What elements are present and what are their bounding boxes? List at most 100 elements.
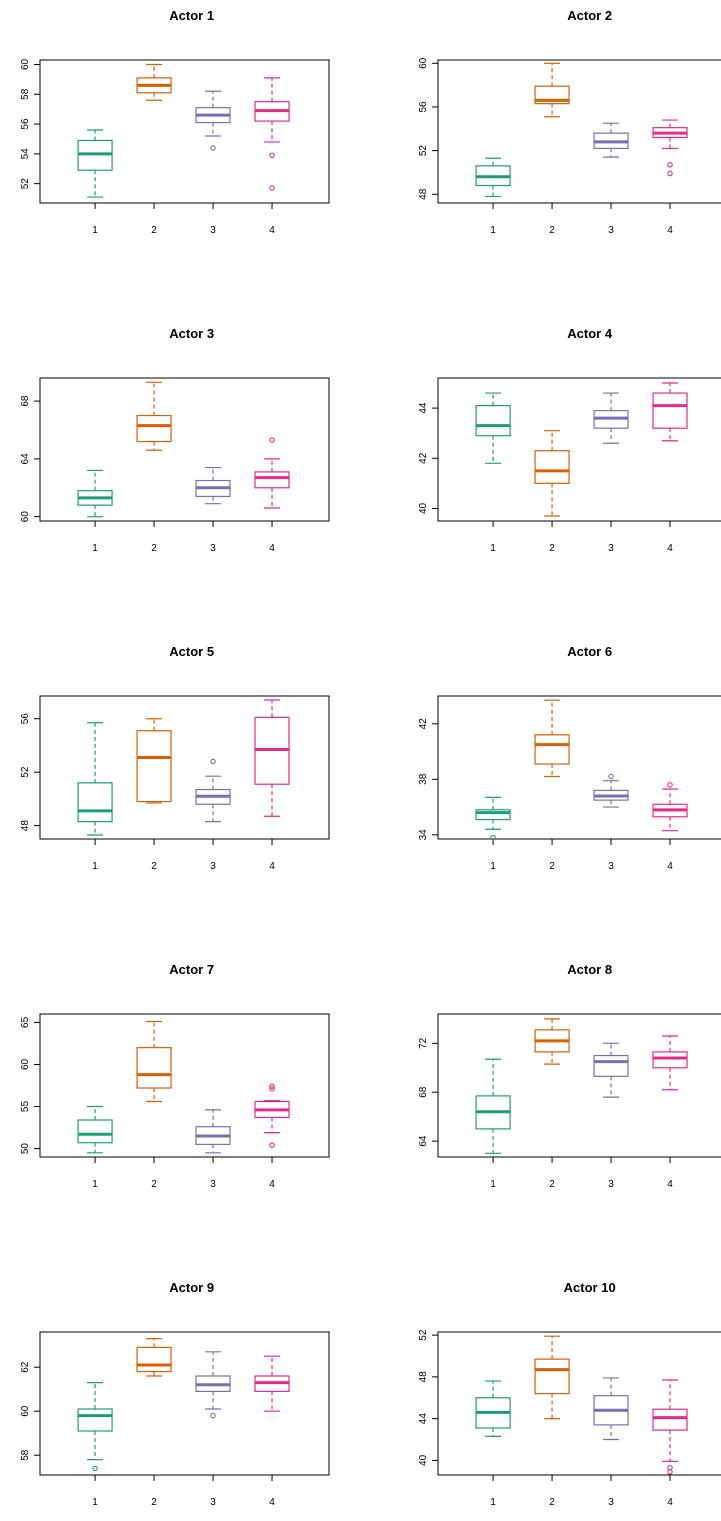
x-tick-label: 4 bbox=[667, 543, 673, 554]
boxplot-group bbox=[254, 437, 290, 509]
x-tick-label: 2 bbox=[151, 225, 157, 236]
x-tick-label: 4 bbox=[667, 1497, 673, 1508]
x-tick-label: 1 bbox=[490, 543, 496, 554]
x-tick-label: 3 bbox=[608, 861, 614, 872]
y-tick-label: 55 bbox=[20, 1101, 31, 1113]
x-tick-label: 1 bbox=[490, 225, 496, 236]
chart-title: Actor 5 bbox=[169, 644, 214, 659]
y-tick-label: 72 bbox=[418, 1037, 429, 1049]
chart-panel: Actor 7 50 55 60 65 1 2 3 4 bbox=[20, 962, 330, 1190]
boxplot-group bbox=[254, 1083, 290, 1148]
y-tick-label: 56 bbox=[20, 713, 31, 725]
chart-title: Actor 2 bbox=[567, 8, 612, 23]
chart-panel: Actor 5 48 52 56 1 2 3 4 bbox=[20, 644, 330, 872]
x-tick-label: 1 bbox=[92, 1179, 98, 1190]
x-tick-label: 3 bbox=[210, 861, 216, 872]
x-tick-label: 4 bbox=[269, 543, 275, 554]
y-tick-label: 60 bbox=[20, 58, 31, 70]
boxplot-group bbox=[254, 77, 290, 191]
y-tick-label: 48 bbox=[20, 820, 31, 832]
box bbox=[652, 1051, 688, 1069]
boxplot-group bbox=[652, 782, 688, 832]
boxplot-group bbox=[475, 157, 511, 198]
x-tick-label: 1 bbox=[490, 861, 496, 872]
y-tick-label: 64 bbox=[418, 1135, 429, 1147]
plot-frame bbox=[437, 1013, 721, 1158]
box bbox=[136, 730, 172, 803]
boxplot-group bbox=[195, 1109, 231, 1154]
boxplot-group bbox=[475, 796, 511, 841]
boxplot-group bbox=[652, 382, 688, 442]
boxplot-group bbox=[534, 1018, 570, 1065]
x-tick-label: 2 bbox=[151, 543, 157, 554]
outlier-point bbox=[210, 1412, 216, 1419]
chart-panel: Actor 2 48 52 56 60 1 2 3 4 bbox=[418, 8, 721, 236]
outlier-point bbox=[490, 834, 496, 841]
plot-frame bbox=[39, 1013, 330, 1158]
y-tick-label: 44 bbox=[418, 402, 429, 414]
boxplot-group bbox=[534, 430, 570, 517]
x-tick-label: 2 bbox=[549, 543, 555, 554]
plot-frame bbox=[39, 59, 330, 204]
y-tick-label: 56 bbox=[20, 118, 31, 130]
y-tick-label: 48 bbox=[418, 188, 429, 200]
boxplot-group bbox=[195, 90, 231, 151]
boxplot-group bbox=[77, 129, 113, 198]
box bbox=[254, 471, 290, 489]
x-tick-label: 1 bbox=[92, 861, 98, 872]
x-tick-label: 2 bbox=[549, 1497, 555, 1508]
outlier-point bbox=[667, 162, 673, 168]
boxplot-group bbox=[136, 718, 172, 804]
boxplot-group bbox=[195, 1351, 231, 1419]
box bbox=[593, 1054, 629, 1077]
boxplot-group bbox=[534, 699, 570, 778]
plot-frame bbox=[39, 695, 330, 840]
x-tick-label: 3 bbox=[608, 225, 614, 236]
y-tick-label: 42 bbox=[418, 452, 429, 464]
outlier-point bbox=[269, 152, 275, 159]
x-tick-label: 4 bbox=[667, 225, 673, 236]
boxplot-group bbox=[593, 122, 629, 158]
boxplot-group bbox=[652, 1035, 688, 1091]
boxplot-group bbox=[593, 392, 629, 444]
y-tick-label: 56 bbox=[418, 101, 429, 113]
x-tick-label: 2 bbox=[151, 861, 157, 872]
boxplot-group bbox=[254, 1355, 290, 1412]
boxplot-group bbox=[652, 1379, 688, 1475]
y-tick-label: 58 bbox=[20, 1449, 31, 1461]
boxplot-group bbox=[195, 466, 231, 505]
box bbox=[136, 414, 172, 443]
boxplot-group bbox=[195, 758, 231, 823]
x-tick-label: 3 bbox=[608, 1497, 614, 1508]
chart-panel: Actor 9 58 60 62 1 2 3 4 bbox=[20, 1280, 330, 1508]
x-tick-label: 4 bbox=[269, 1497, 275, 1508]
box bbox=[77, 782, 113, 823]
boxplot-group bbox=[652, 119, 688, 177]
x-tick-label: 1 bbox=[92, 225, 98, 236]
chart-title: Actor 6 bbox=[567, 644, 612, 659]
x-tick-label: 3 bbox=[608, 543, 614, 554]
y-tick-label: 65 bbox=[20, 1016, 31, 1028]
box bbox=[475, 404, 511, 437]
box bbox=[475, 809, 511, 821]
boxplot-group bbox=[475, 1058, 511, 1154]
chart-panel: Actor 3 60 64 68 1 2 3 4 bbox=[20, 326, 330, 554]
x-tick-label: 2 bbox=[549, 1179, 555, 1190]
plot-frame bbox=[437, 695, 721, 840]
box bbox=[652, 392, 688, 429]
outlier-point bbox=[667, 782, 673, 788]
y-tick-label: 38 bbox=[418, 773, 429, 785]
y-tick-label: 42 bbox=[418, 718, 429, 730]
x-tick-label: 2 bbox=[151, 1497, 157, 1508]
outlier-point bbox=[269, 437, 275, 443]
y-tick-label: 64 bbox=[20, 453, 31, 465]
y-tick-label: 60 bbox=[20, 511, 31, 523]
x-tick-label: 1 bbox=[92, 1497, 98, 1508]
chart-panel: Actor 4 40 42 44 1 2 3 4 bbox=[418, 326, 721, 554]
box bbox=[652, 1408, 688, 1431]
boxplot-group bbox=[534, 62, 570, 118]
y-tick-label: 50 bbox=[20, 1143, 31, 1155]
chart-panel: Actor 1 52 54 56 58 60 1 2 3 4 bbox=[20, 8, 330, 236]
